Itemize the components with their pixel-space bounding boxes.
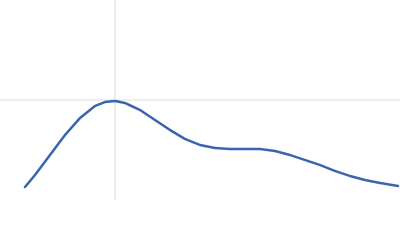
chart — [0, 0, 400, 200]
data-line — [23, 99, 400, 189]
